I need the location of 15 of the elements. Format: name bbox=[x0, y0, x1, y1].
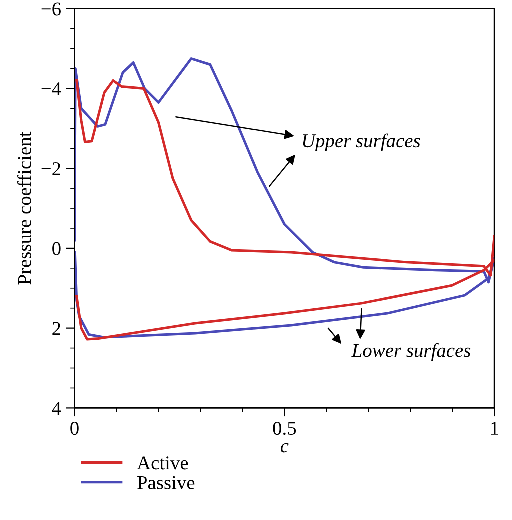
x-tick-label: 0 bbox=[70, 422, 79, 436]
annotation: Upper surfaces bbox=[303, 134, 420, 152]
legend-label: Passive bbox=[138, 476, 195, 490]
x-axis-title: c bbox=[280, 443, 289, 453]
x-tick-label: 0.5 bbox=[273, 422, 296, 436]
y-tick-label: 4 bbox=[52, 402, 62, 415]
y-tick-label: 2 bbox=[52, 322, 60, 336]
y-tick-label: 0 bbox=[52, 242, 61, 256]
legend-label: Active bbox=[137, 456, 188, 470]
x-tick-label: 1 bbox=[491, 422, 498, 435]
y-tick-label: −2 bbox=[42, 162, 60, 176]
y-axis-title: Pressure coefficient bbox=[17, 132, 32, 285]
y-tick-label: −4 bbox=[42, 82, 62, 96]
y-tick-label: −6 bbox=[42, 2, 61, 16]
annotation: Lower surfaces bbox=[352, 343, 471, 362]
